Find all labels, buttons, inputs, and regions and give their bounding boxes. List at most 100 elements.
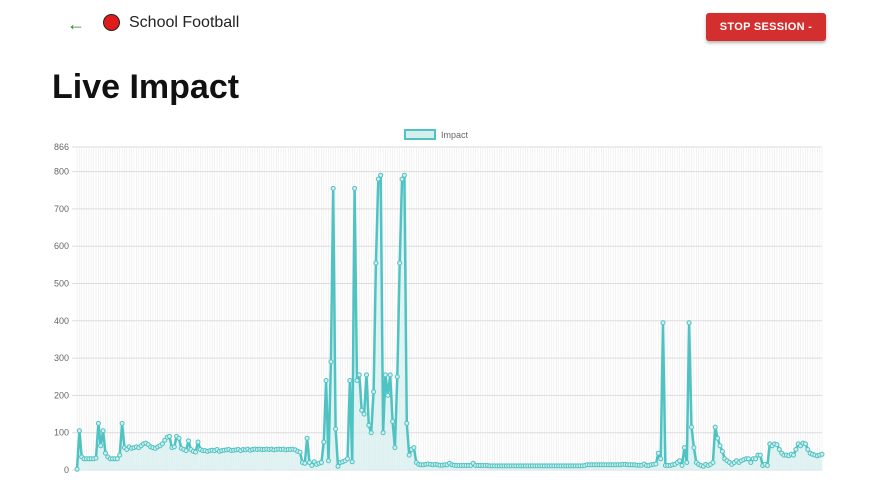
impact-data-point — [686, 320, 692, 326]
impact-data-point — [335, 463, 341, 469]
y-tick-label: 400 — [54, 316, 69, 326]
page-title: Live Impact — [52, 68, 240, 106]
impact-data-point — [354, 378, 360, 383]
impact-data-point — [349, 459, 355, 465]
impact-data-point — [392, 445, 398, 451]
impact-data-point — [401, 172, 407, 178]
impact-data-point — [677, 458, 683, 464]
impact-data-point — [76, 428, 82, 434]
impact-data-point — [114, 456, 120, 462]
impact-data-point — [309, 463, 315, 468]
impact-data-point — [399, 176, 405, 182]
impact-data-point — [776, 447, 782, 452]
y-tick-label: 200 — [54, 390, 69, 400]
impact-data-point — [378, 172, 384, 178]
impact-data-point — [176, 435, 182, 441]
impact-data-point — [774, 442, 780, 448]
impact-data-point — [390, 419, 396, 424]
impact-data-point — [186, 438, 191, 444]
impact-data-point — [715, 435, 721, 441]
impact-data-point — [328, 359, 334, 365]
stop-session-button[interactable]: STOP SESSION - — [706, 13, 826, 41]
arrow-left-icon[interactable]: ← — [67, 14, 85, 34]
impact-data-point — [361, 411, 367, 417]
impact-data-point — [321, 439, 327, 445]
impact-data-point — [819, 451, 825, 457]
impact-data-point — [193, 449, 199, 455]
impact-data-point — [745, 456, 751, 462]
impact-data-point — [793, 447, 799, 452]
impact-data-point — [406, 452, 412, 458]
impact-data-point — [171, 444, 177, 450]
impact-data-point — [658, 456, 664, 462]
impact-data-point — [333, 426, 339, 432]
legend-swatch — [404, 129, 436, 140]
impact-data-point — [679, 463, 685, 468]
impact-data-point — [304, 435, 310, 441]
impact-data-point — [411, 445, 417, 451]
impact-data-point — [159, 441, 165, 447]
impact-data-point — [352, 185, 358, 191]
impact-data-point — [689, 424, 694, 430]
impact-data-point — [753, 456, 759, 462]
y-tick-label: 800 — [54, 167, 69, 177]
impact-data-point — [302, 460, 308, 466]
y-tick-label: 866 — [54, 142, 69, 152]
y-tick-label: 700 — [54, 204, 69, 214]
impact-data-point — [119, 420, 125, 426]
impact-data-point — [323, 378, 329, 383]
impact-data-point — [757, 452, 763, 458]
impact-data-point — [712, 424, 718, 430]
impact-data-point — [660, 320, 666, 326]
impact-data-point — [655, 450, 661, 456]
impact-data-point — [802, 441, 808, 447]
impact-data-point — [368, 430, 374, 436]
impact-data-point — [382, 372, 388, 378]
impact-data-point — [100, 428, 106, 434]
impact-data-point — [691, 445, 697, 451]
impact-data-point — [117, 452, 123, 458]
impact-data-point — [103, 450, 108, 456]
y-tick-label: 500 — [54, 279, 69, 289]
y-tick-label: 300 — [54, 353, 69, 363]
impact-data-point — [387, 372, 393, 378]
impact-data-point — [345, 456, 350, 462]
impact-data-point — [805, 447, 811, 452]
impact-data-point — [394, 374, 400, 380]
impact-data-point — [74, 466, 80, 472]
impact-data-point — [681, 445, 687, 451]
impact-data-point — [195, 439, 201, 445]
impact-data-point — [719, 448, 725, 454]
impact-data-point — [791, 452, 796, 458]
top-bar: ← School Football STOP SESSION - — [0, 0, 873, 50]
impact-data-point — [375, 176, 381, 182]
impact-data-point — [404, 420, 410, 426]
session-status-indicator — [103, 14, 120, 31]
impact-data-point — [356, 372, 362, 378]
y-tick-label: 100 — [54, 428, 69, 438]
impact-data-point — [359, 407, 365, 413]
impact-data-point — [183, 448, 189, 454]
impact-data-point — [397, 260, 403, 266]
impact-data-point — [373, 260, 379, 266]
impact-data-point — [366, 422, 372, 428]
session-name: School Football — [129, 14, 240, 31]
impact-chart: 0 100 200 300 400 500 600 700 800 866 Impact — [54, 129, 825, 475]
impact-data-point — [347, 378, 353, 383]
impact-data-point — [95, 420, 101, 426]
impact-data-point — [93, 455, 99, 461]
y-tick-label: 600 — [54, 241, 69, 251]
impact-data-point — [318, 460, 324, 465]
impact-data-point — [380, 430, 386, 436]
impact-data-point — [98, 443, 104, 449]
impact-data-point — [326, 458, 331, 464]
impact-data-point — [717, 443, 723, 449]
y-tick-label: 0 — [64, 465, 69, 475]
impact-data-point — [385, 392, 391, 398]
impact-data-point — [297, 449, 303, 455]
impact-data-point — [653, 461, 659, 467]
impact-data-point — [371, 389, 377, 395]
impact-data-point — [330, 185, 336, 191]
legend-label: Impact — [441, 130, 469, 140]
impact-data-point — [710, 460, 716, 465]
